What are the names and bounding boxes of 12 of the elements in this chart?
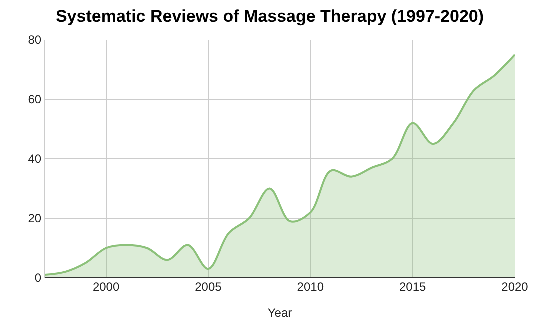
x-tick-label: 2005: [195, 280, 222, 294]
x-axis-title: Year: [268, 306, 292, 320]
y-tick-label: 0: [34, 271, 42, 286]
y-tick-label: 60: [28, 92, 42, 107]
x-tick-label: 2020: [502, 280, 529, 294]
x-tick-label: 2010: [297, 280, 324, 294]
y-tick-label: 80: [28, 33, 42, 48]
chart-title: Systematic Reviews of Massage Therapy (1997-2020): [56, 6, 484, 26]
x-tick-label: 2015: [399, 280, 426, 294]
x-tick-label: 2000: [92, 280, 120, 294]
y-tick-label: 20: [28, 212, 42, 226]
y-tick-label: 40: [28, 152, 42, 166]
